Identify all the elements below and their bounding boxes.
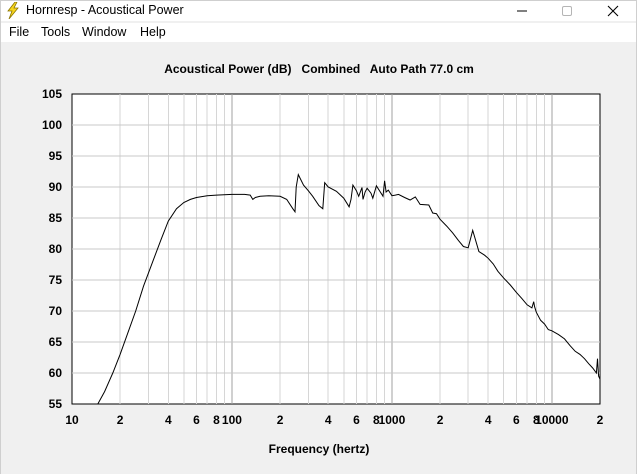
y-tick-label: 75 [49, 273, 63, 287]
close-button[interactable] [590, 1, 636, 21]
acoustical-power-chart: Acoustical Power (dB) Combined Auto Path… [42, 62, 604, 456]
y-tick-label: 100 [42, 118, 62, 132]
y-tick-label: 60 [49, 366, 63, 380]
series-line-acoustical-power [97, 172, 601, 405]
x-tick-label: 6 [353, 413, 360, 427]
x-tick-label: 4 [485, 413, 492, 427]
x-tick-label: 4 [165, 413, 172, 427]
x-axis-label: Frequency (hertz) [269, 442, 370, 456]
y-tick-label: 70 [49, 304, 63, 318]
x-tick-label: 2 [277, 413, 284, 427]
x-tick-label: 4 [325, 413, 332, 427]
menu-tools[interactable]: Tools [41, 25, 71, 39]
maximize-icon [562, 6, 572, 16]
x-tick-label: 6 [193, 413, 200, 427]
lightning-bolt-icon [7, 2, 19, 19]
minimize-button[interactable] [499, 1, 545, 21]
x-tick-label: 8 [213, 413, 220, 427]
maximize-button[interactable] [544, 1, 590, 21]
x-tick-label: 10 [65, 413, 79, 427]
chart-area: Acoustical Power (dB) Combined Auto Path… [1, 42, 636, 474]
y-tick-label: 105 [42, 87, 62, 101]
window-title: Hornresp - Acoustical Power [26, 3, 184, 17]
menu-file[interactable]: File [9, 25, 30, 39]
x-tick-label: 1000 [379, 413, 406, 427]
y-axis-ticks: 55 60 65 70 75 80 85 90 95 100 105 [42, 87, 62, 411]
x-tick-label: 10000 [535, 413, 569, 427]
x-tick-label: 6 [513, 413, 520, 427]
y-tick-label: 85 [49, 211, 63, 225]
x-tick-label: 2 [117, 413, 124, 427]
y-tick-label: 55 [49, 397, 63, 411]
chart-title: Acoustical Power (dB) Combined Auto Path… [164, 62, 474, 76]
y-tick-label: 65 [49, 335, 63, 349]
menu-window[interactable]: Window [82, 25, 127, 39]
x-tick-label: 8 [373, 413, 380, 427]
menu-bar: File Tools Window Help [1, 23, 636, 42]
title-bar[interactable]: Hornresp - Acoustical Power [1, 1, 636, 21]
y-tick-label: 80 [49, 242, 63, 256]
minimize-icon [517, 10, 527, 12]
y-tick-label: 95 [49, 149, 63, 163]
close-icon [607, 5, 619, 17]
x-tick-label: 100 [222, 413, 242, 427]
x-tick-label: 8 [533, 413, 540, 427]
y-tick-label: 90 [49, 180, 63, 194]
menu-help[interactable]: Help [140, 25, 166, 39]
x-tick-label: 2 [437, 413, 444, 427]
grid-lines [72, 94, 600, 404]
x-tick-label: 2 [597, 413, 604, 427]
